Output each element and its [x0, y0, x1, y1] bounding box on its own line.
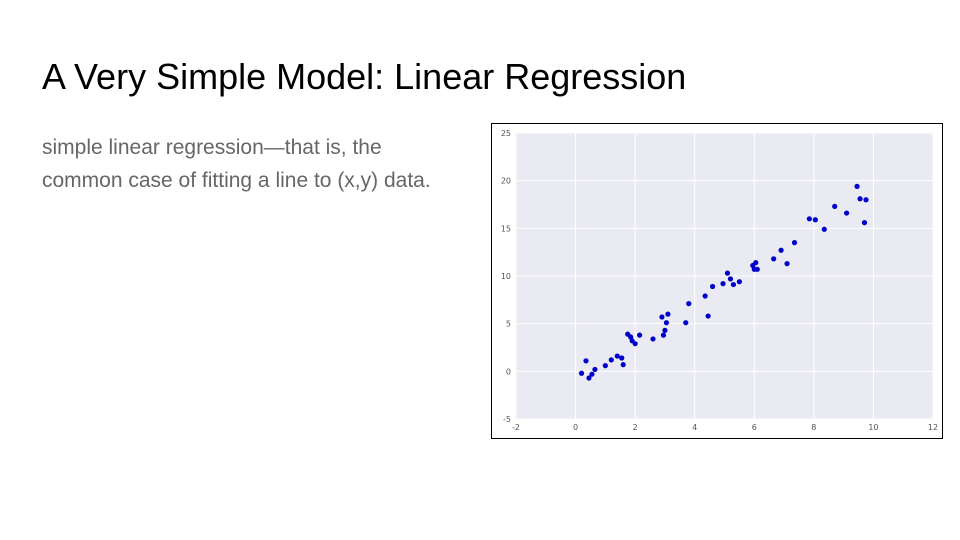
scatter-plot: -2 0 2 4 6 8 10 12 -5 0 5 10 15 20 25	[501, 129, 938, 432]
data-point	[665, 311, 671, 317]
data-point	[863, 197, 869, 203]
data-point	[844, 210, 850, 216]
data-point	[709, 283, 716, 290]
data-point	[702, 293, 708, 299]
data-point	[854, 183, 860, 189]
data-point	[730, 281, 737, 288]
x-tick-label: 8	[811, 423, 816, 432]
data-point	[602, 363, 608, 369]
x-tick-label: 6	[752, 423, 757, 432]
data-point	[771, 256, 777, 262]
data-point	[632, 341, 638, 347]
data-point	[620, 362, 626, 368]
data-point	[806, 216, 812, 222]
data-point	[753, 260, 759, 266]
data-point	[686, 301, 692, 307]
y-tick-label: 15	[501, 224, 511, 233]
data-point	[662, 327, 668, 333]
data-point	[821, 226, 827, 232]
data-point	[659, 314, 665, 320]
x-tick-label: 12	[928, 423, 938, 432]
y-tick-label: 10	[501, 272, 511, 281]
x-tick-label: 10	[868, 423, 878, 432]
slide-body-text: simple linear regression—that is, the co…	[42, 136, 431, 192]
y-tick-label: 0	[506, 367, 511, 376]
scatter-plot-figure: -2 0 2 4 6 8 10 12 -5 0 5 10 15 20 25	[491, 123, 943, 439]
data-point	[608, 357, 614, 363]
data-point	[754, 266, 760, 272]
data-point	[619, 355, 625, 361]
data-point	[784, 261, 790, 267]
data-point	[857, 196, 863, 202]
data-point	[589, 371, 595, 377]
data-point	[683, 320, 689, 326]
data-point	[832, 203, 838, 210]
data-point	[586, 375, 592, 381]
data-point	[724, 270, 731, 276]
data-point	[791, 240, 798, 246]
data-point	[583, 358, 589, 364]
y-tick-label: -5	[503, 415, 511, 424]
data-point	[614, 353, 620, 359]
data-point	[592, 366, 598, 373]
data-point	[778, 247, 784, 253]
data-point	[727, 276, 734, 282]
data-point	[705, 313, 711, 319]
x-tick-label: 2	[633, 423, 638, 432]
data-point	[578, 370, 585, 376]
data-point	[660, 332, 667, 338]
y-tick-label: 25	[501, 129, 511, 138]
data-point	[663, 320, 670, 326]
data-point	[812, 217, 818, 223]
data-point	[650, 336, 656, 342]
y-tick-label: 20	[501, 177, 511, 186]
slide-title: A Very Simple Model: Linear Regression	[42, 56, 687, 97]
data-point	[736, 279, 742, 285]
data-point	[861, 220, 868, 226]
y-tick-label: 5	[506, 320, 511, 329]
x-tick-label: 0	[573, 423, 578, 432]
x-tick-label: -2	[512, 423, 520, 432]
data-point	[720, 281, 726, 287]
x-tick-label: 4	[692, 423, 697, 432]
data-point	[637, 332, 643, 338]
